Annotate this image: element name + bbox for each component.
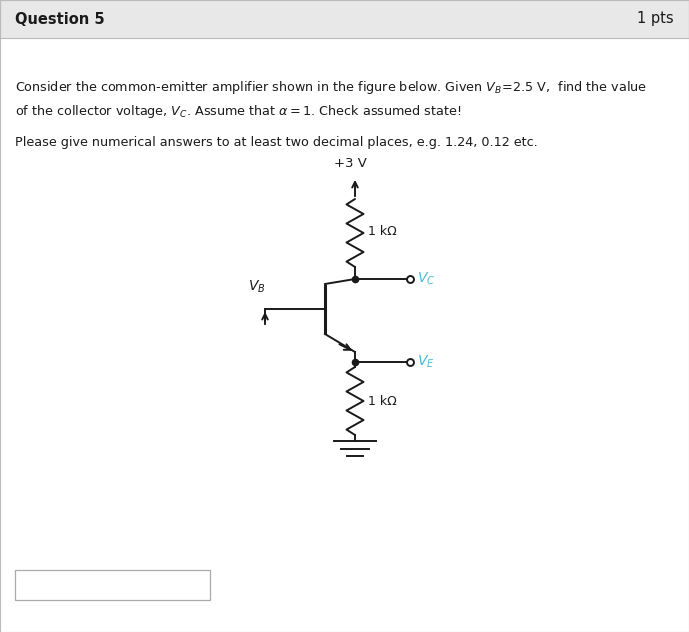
Text: 1 pts: 1 pts bbox=[637, 11, 674, 27]
Bar bbox=[0, 0, 689, 38]
Text: Question 5: Question 5 bbox=[15, 11, 105, 27]
Text: $V_B$: $V_B$ bbox=[248, 279, 266, 295]
Text: +3 V: +3 V bbox=[333, 157, 367, 170]
Text: 1 kΩ: 1 kΩ bbox=[368, 224, 397, 238]
Text: Please give numerical answers to at least two decimal places, e.g. 1.24, 0.12 et: Please give numerical answers to at leas… bbox=[15, 135, 537, 149]
Bar bbox=[15, 570, 210, 600]
Text: $V_C$: $V_C$ bbox=[417, 270, 435, 287]
Text: Consider the common-emitter amplifier shown in the figure below. Given $V_B\!=\!: Consider the common-emitter amplifier sh… bbox=[15, 78, 647, 95]
Text: 1 kΩ: 1 kΩ bbox=[368, 394, 397, 408]
Text: of the collector voltage, $V_C$. Assume that $\alpha = 1$. Check assumed state!: of the collector voltage, $V_C$. Assume … bbox=[15, 104, 461, 121]
Text: $V_E$: $V_E$ bbox=[417, 354, 435, 370]
